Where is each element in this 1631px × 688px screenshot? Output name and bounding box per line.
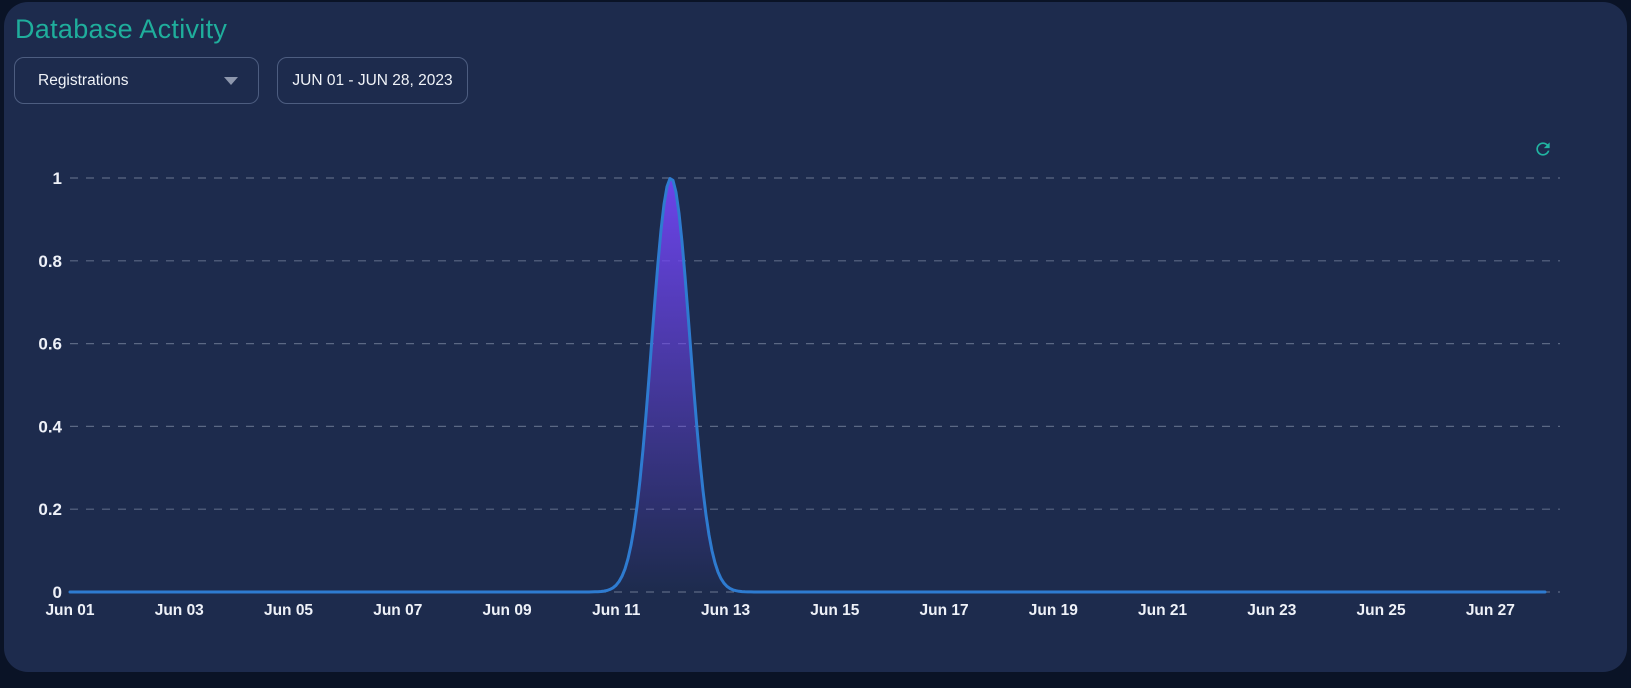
chevron-down-icon [224, 76, 238, 85]
refresh-button[interactable] [1532, 139, 1554, 161]
date-range-value: JUN 01 - JUN 28, 2023 [292, 71, 453, 89]
metric-dropdown-value: Registrations [38, 71, 129, 89]
chart-controls: Registrations JUN 01 - JUN 28, 2023 [14, 57, 468, 104]
metric-dropdown[interactable]: Registrations [14, 57, 259, 104]
page-title: Database Activity [15, 14, 228, 44]
date-range-input[interactable]: JUN 01 - JUN 28, 2023 [277, 57, 468, 104]
refresh-icon [1536, 142, 1550, 156]
